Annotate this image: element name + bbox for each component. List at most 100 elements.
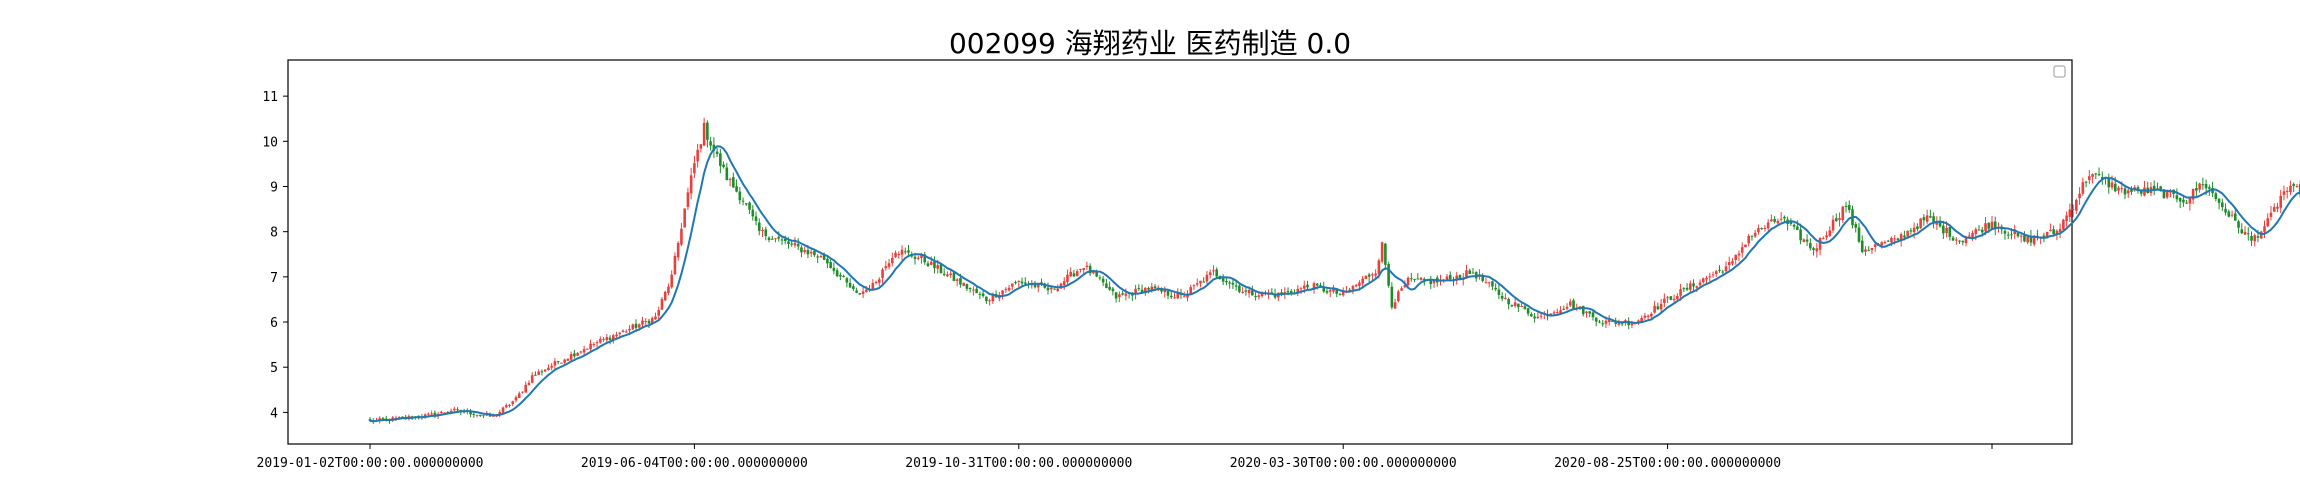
candle-body [2182,199,2185,203]
candle-body [2006,234,2010,236]
candle-body [449,410,453,413]
candle-body [1468,270,1472,274]
candle-body [1371,274,1374,276]
candle-body [923,254,927,263]
candle-body [1491,281,1494,287]
candle-body [2013,231,2017,235]
candle-body [852,286,855,289]
candle-body [1867,249,1871,251]
candle-body [1809,242,1812,249]
candle-body [641,320,644,325]
candle-body [1387,264,1390,286]
candle-body [878,279,881,283]
candle-body [796,244,800,247]
candle-body [1465,270,1468,277]
candle-body [527,382,531,386]
candle-body [1955,239,1958,241]
candle-body [1922,217,1926,221]
candle-body [2214,193,2218,200]
candle-body [800,247,803,253]
candle-body [1354,284,1358,287]
candle-body [1620,323,1624,325]
candle-body [1092,271,1095,274]
candle-body [907,250,910,253]
candles-group [368,117,2300,424]
candle-body [735,186,738,192]
candle-body [2078,193,2081,199]
candle-body [1731,261,1734,264]
candle-body [1766,222,1770,229]
candle-body [1341,291,1345,296]
candle-body [1101,278,1105,283]
y-tick-label: 4 [270,406,278,421]
candle-body [2019,235,2023,237]
candle-body [599,338,602,343]
candle-body [2062,219,2065,230]
candle-body [2221,202,2224,208]
candle-body [1860,240,1864,253]
candle-body [1916,226,1919,230]
candle-body [1066,274,1069,283]
candle-body [1400,288,1403,291]
candle-body [1004,288,1008,290]
candle-body [1105,283,1108,288]
candle-body [1199,280,1202,284]
candle-body [1760,228,1763,230]
candle-body [1114,292,1118,299]
candle-body [2211,187,2214,194]
candle-body [1828,230,1832,237]
candle-body [1507,298,1510,305]
candle-body [615,334,618,337]
candle-body [1857,227,1861,242]
candle-body [991,293,995,302]
candle-body [1893,238,1896,240]
candle-body [624,331,628,333]
candle-body [1663,298,1666,304]
candle-body [871,283,875,290]
candle-body [1883,242,1887,244]
candle-body [839,275,842,277]
candle-body [1737,253,1741,256]
candle-body [842,275,845,277]
candle-body [1705,277,1708,280]
candle-body [1734,254,1738,261]
candle-body [1257,295,1261,298]
candle-body [670,274,673,288]
candle-body [2045,231,2049,239]
candle-body [1011,283,1014,287]
candle-body [706,122,709,140]
candle-body [686,192,690,207]
candle-body [1111,288,1115,292]
candle-body [1169,295,1173,298]
candle-body [2113,183,2117,192]
candle-body [2100,176,2104,179]
candle-body [2237,221,2240,228]
candle-body [2191,189,2195,200]
candle-body [1487,282,1491,284]
candle-body [1669,296,1673,300]
candle-body [2130,188,2133,192]
candle-body [1643,315,1647,318]
candle-body [1919,218,1922,229]
candle-body [1526,308,1530,314]
candle-body [900,249,904,255]
candle-body [2198,183,2201,190]
candle-body [456,409,459,411]
candle-body [2159,186,2162,191]
candle-body [1500,295,1504,299]
candle-body [728,178,732,180]
candle-body [1286,291,1290,293]
candle-body [553,361,557,366]
candle-body [1585,311,1588,314]
candle-body [1423,278,1426,281]
candle-body [1231,282,1235,285]
candle-body [699,144,703,149]
candle-body [1306,284,1309,288]
candle-body [2088,176,2091,181]
candle-body [1640,318,1643,322]
candle-body [1085,265,1089,267]
candle-body [916,257,920,259]
candle-body [1568,301,1572,306]
candle-body [816,256,819,258]
